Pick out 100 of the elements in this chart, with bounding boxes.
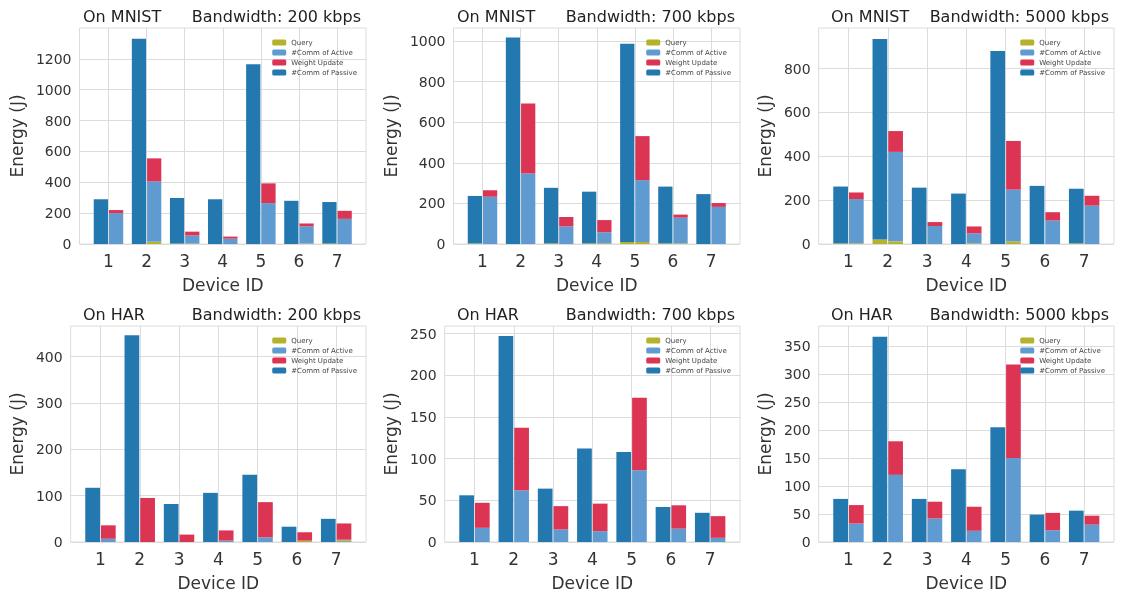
chart-title: On HAR (457, 304, 519, 324)
y-tick-label: 350 (783, 338, 811, 355)
y-tick-label: 100 (783, 478, 811, 495)
y-tick-label: 250 (409, 325, 437, 342)
y-tick-label: 1000 (409, 33, 446, 50)
y-tick-label: 0 (436, 236, 446, 252)
x-tick-label: 2 (882, 548, 894, 569)
y-tick-label: 0 (801, 236, 811, 252)
chart-subtitle: Bandwidth: 5000 kbps (929, 304, 1109, 324)
x-tick-label: 6 (665, 548, 677, 569)
y-tick-label: 150 (409, 408, 437, 425)
x-tick-label: 7 (1078, 548, 1090, 569)
y-axis-title: Energy (J) (380, 392, 401, 476)
y-tick-label: 50 (792, 506, 811, 523)
x-tick-label: 6 (667, 250, 679, 271)
x-tick-label: 5 (626, 548, 637, 569)
x-tick-label: 1 (469, 548, 480, 569)
x-tick-label: 3 (179, 250, 191, 271)
x-tick-label: 3 (921, 250, 933, 271)
x-tick-label: 2 (134, 548, 146, 569)
x-tick-label: 5 (1000, 250, 1011, 271)
y-tick-label: 1200 (35, 50, 72, 67)
y-axis-title: Energy (J) (380, 94, 401, 178)
y-tick-label: 400 (783, 148, 811, 165)
x-axis-title: Device ID (181, 274, 264, 295)
x-tick-label: 3 (553, 250, 565, 271)
y-tick-label: 400 (44, 174, 72, 191)
x-tick-label: 2 (515, 250, 526, 271)
x-tick-label: 7 (331, 250, 343, 271)
x-tick-label: 6 (291, 548, 303, 569)
x-tick-label: 2 (141, 250, 152, 271)
x-tick-label: 7 (704, 548, 716, 569)
y-axis-title: Energy (J) (6, 392, 27, 476)
x-tick-label: 7 (705, 250, 717, 271)
chart-title: On MNIST (457, 6, 536, 26)
x-tick-label: 5 (255, 250, 267, 271)
y-tick-label: 800 (783, 60, 811, 77)
x-tick-label: 4 (217, 250, 229, 271)
y-tick-label: 800 (44, 112, 72, 129)
y-tick-label: 200 (783, 422, 811, 439)
y-tick-label: 200 (35, 441, 63, 458)
y-tick-label: 0 (801, 534, 811, 550)
x-tick-label: 2 (882, 250, 894, 271)
y-tick-label: 0 (427, 534, 437, 550)
y-axis-title: Energy (J) (6, 94, 27, 178)
y-tick-label: 600 (44, 143, 72, 160)
x-tick-label: 7 (330, 548, 342, 569)
x-tick-label: 4 (212, 548, 224, 569)
x-tick-label: 5 (252, 548, 263, 569)
y-tick-label: 100 (35, 487, 63, 504)
y-tick-label: 100 (409, 450, 437, 467)
x-tick-label: 6 (293, 250, 305, 271)
y-tick-label: 300 (783, 366, 811, 383)
y-tick-label: 200 (418, 195, 446, 212)
x-tick-label: 3 (547, 548, 559, 569)
chart-subtitle: Bandwidth: 700 kbps (565, 6, 736, 26)
y-tick-label: 50 (418, 492, 437, 509)
x-axis-title: Device ID (555, 274, 638, 295)
y-tick-label: 150 (783, 450, 811, 467)
y-axis-title: Energy (J) (754, 392, 775, 476)
y-tick-label: 250 (783, 394, 811, 411)
y-tick-label: 200 (409, 367, 437, 384)
x-tick-label: 3 (173, 548, 185, 569)
y-axis-title: Energy (J) (754, 94, 775, 178)
x-tick-label: 6 (1039, 250, 1051, 271)
y-tick-label: 0 (53, 534, 63, 550)
x-tick-label: 4 (960, 548, 972, 569)
x-tick-label: 1 (95, 548, 106, 569)
y-tick-label: 200 (44, 205, 72, 222)
y-tick-label: 600 (418, 114, 446, 131)
x-tick-label: 1 (103, 250, 114, 271)
x-tick-label: 4 (591, 250, 603, 271)
y-tick-label: 800 (418, 73, 446, 90)
y-tick-label: 600 (783, 104, 811, 121)
chart-title: On HAR (83, 304, 145, 324)
chart-title: On MNIST (83, 6, 162, 26)
x-tick-label: 4 (960, 250, 972, 271)
x-tick-label: 1 (843, 250, 854, 271)
y-tick-label: 400 (35, 348, 63, 365)
x-tick-label: 4 (586, 548, 598, 569)
x-tick-label: 5 (1000, 548, 1011, 569)
chart-subtitle: Bandwidth: 200 kbps (191, 304, 362, 324)
y-tick-label: 300 (35, 394, 63, 411)
chart-subtitle: Bandwidth: 700 kbps (565, 304, 736, 324)
x-axis-title: Device ID (925, 572, 1008, 593)
x-tick-label: 1 (477, 250, 488, 271)
x-tick-label: 6 (1039, 548, 1051, 569)
y-tick-label: 200 (783, 192, 811, 209)
x-axis-title: Device ID (177, 572, 260, 593)
y-tick-label: 0 (62, 236, 72, 252)
chart-title: On MNIST (831, 6, 910, 26)
x-axis-title: Device ID (551, 572, 634, 593)
chart-title: On HAR (831, 304, 893, 324)
x-tick-label: 5 (629, 250, 641, 271)
y-tick-label: 400 (418, 154, 446, 171)
x-axis-title: Device ID (925, 274, 1008, 295)
x-tick-label: 7 (1078, 250, 1090, 271)
chart-subtitle: Bandwidth: 200 kbps (191, 6, 362, 26)
x-tick-label: 3 (921, 548, 933, 569)
x-tick-label: 2 (508, 548, 520, 569)
